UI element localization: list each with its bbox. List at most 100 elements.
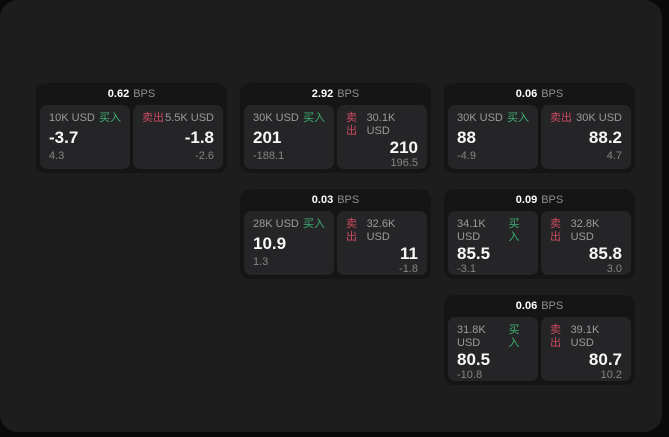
buy-panel-top: 30K USD 买入 [253, 112, 325, 125]
quote-grid: 0.62 BPS 10K USD 买入 -3.7 4.3 卖出 5.5K USD… [36, 83, 635, 385]
sell-amount: 32.6K USD [366, 218, 396, 243]
sell-amount: 5.5K USD [165, 112, 214, 124]
quote-card: 0.03 BPS 28K USD 买入 10.9 1.3 卖出 32.6K US… [240, 189, 431, 279]
buy-panel[interactable]: 31.8K USD 买入 80.5 -10.8 [448, 317, 538, 381]
buy-label: 买入 [303, 112, 325, 124]
buy-panel[interactable]: 30K USD 买入 201 -188.1 [244, 105, 334, 169]
app-panel: 0.62 BPS 10K USD 买入 -3.7 4.3 卖出 5.5K USD… [0, 0, 662, 432]
quote-card: 2.92 BPS 30K USD 买入 201 -188.1 卖出 30.1K … [240, 83, 431, 173]
buy-panel-top: 34.1K USD 买入 [457, 218, 529, 244]
buy-price: 85.5 [457, 244, 491, 263]
buy-price: 201 [253, 128, 282, 147]
buy-amount: 31.8K USD [457, 324, 486, 349]
sell-amount: 30.1K USD [366, 112, 396, 137]
sell-label: 卖出 [346, 218, 357, 243]
bps-value: 2.92 [311, 88, 334, 100]
buy-label: 买入 [508, 324, 520, 349]
quote-card-body: 10K USD 买入 -3.7 4.3 卖出 5.5K USD -1.8 -2.… [40, 105, 223, 169]
bps-unit-label: BPS [541, 88, 564, 100]
bps-unit-label: BPS [541, 300, 564, 312]
sell-label: 卖出 [550, 324, 561, 349]
bps-unit-label: BPS [133, 88, 156, 100]
bps-value: 0.09 [515, 194, 538, 206]
sell-panel-top: 卖出 30.1K USD [346, 112, 418, 138]
quote-card-body: 34.1K USD 买入 85.5 -3.1 卖出 32.8K USD 85.8… [448, 211, 631, 275]
buy-amount: 10K USD [49, 112, 95, 124]
sell-label: 卖出 [346, 112, 357, 137]
buy-amount: 30K USD [253, 112, 299, 124]
bps-unit-label: BPS [337, 88, 360, 100]
buy-label: 买入 [99, 112, 121, 124]
bps-header: 0.09 BPS [448, 189, 631, 211]
buy-amount: 28K USD [253, 218, 299, 230]
buy-panel[interactable]: 10K USD 买入 -3.7 4.3 [40, 105, 130, 169]
buy-label: 买入 [303, 218, 325, 230]
sell-delta: -1.8 [399, 263, 418, 275]
sell-panel-top: 卖出 30K USD [550, 112, 622, 125]
quote-card-body: 30K USD 买入 201 -188.1 卖出 30.1K USD 210 1… [244, 105, 427, 169]
sell-price: 11 [400, 244, 418, 263]
buy-price: -3.7 [49, 128, 79, 147]
bps-header: 0.03 BPS [244, 189, 427, 211]
buy-panel[interactable]: 28K USD 买入 10.9 1.3 [244, 211, 334, 275]
sell-amount: 39.1K USD [570, 324, 600, 349]
quote-card: 0.62 BPS 10K USD 买入 -3.7 4.3 卖出 5.5K USD… [36, 83, 227, 173]
sell-panel[interactable]: 卖出 30K USD 88.2 4.7 [541, 105, 631, 169]
buy-price: 88 [457, 128, 476, 147]
sell-delta: -2.6 [195, 150, 214, 162]
quote-card: 0.06 BPS 30K USD 买入 88 -4.9 卖出 30K USD 8… [444, 83, 635, 173]
quote-card-body: 28K USD 买入 10.9 1.3 卖出 32.6K USD 11 -1.8 [244, 211, 427, 275]
sell-panel-top: 卖出 32.6K USD [346, 218, 418, 244]
sell-price: 80.7 [588, 350, 622, 369]
buy-panel-top: 28K USD 买入 [253, 218, 325, 231]
sell-panel[interactable]: 卖出 39.1K USD 80.7 10.2 [541, 317, 631, 381]
bps-header: 0.06 BPS [448, 295, 631, 317]
bps-header: 2.92 BPS [244, 83, 427, 105]
sell-price: 88.2 [588, 128, 622, 147]
buy-panel-top: 31.8K USD 买入 [457, 324, 529, 350]
sell-label: 卖出 [142, 112, 164, 124]
buy-panel[interactable]: 34.1K USD 买入 85.5 -3.1 [448, 211, 538, 275]
sell-panel-top: 卖出 5.5K USD [142, 112, 214, 125]
quote-card-body: 30K USD 买入 88 -4.9 卖出 30K USD 88.2 4.7 [448, 105, 631, 169]
sell-delta: 196.5 [390, 157, 418, 169]
quote-card-body: 31.8K USD 买入 80.5 -10.8 卖出 39.1K USD 80.… [448, 317, 631, 381]
buy-panel[interactable]: 30K USD 买入 88 -4.9 [448, 105, 538, 169]
bps-unit-label: BPS [541, 194, 564, 206]
sell-panel[interactable]: 卖出 5.5K USD -1.8 -2.6 [133, 105, 223, 169]
sell-panel[interactable]: 卖出 32.6K USD 11 -1.8 [337, 211, 427, 275]
sell-price: 210 [389, 138, 418, 157]
sell-price: -1.8 [184, 128, 214, 147]
bps-value: 0.03 [311, 194, 334, 206]
sell-panel[interactable]: 卖出 30.1K USD 210 196.5 [337, 105, 427, 169]
bps-header: 0.62 BPS [40, 83, 223, 105]
buy-delta: -10.8 [457, 369, 483, 381]
quote-card: 0.06 BPS 31.8K USD 买入 80.5 -10.8 卖出 39.1… [444, 295, 635, 385]
bps-value: 0.06 [515, 300, 538, 312]
buy-panel-top: 10K USD 买入 [49, 112, 121, 125]
sell-delta: 3.0 [606, 263, 622, 275]
sell-price: 85.8 [588, 244, 622, 263]
sell-panel[interactable]: 卖出 32.8K USD 85.8 3.0 [541, 211, 631, 275]
buy-label: 买入 [508, 218, 520, 243]
bps-value: 0.62 [107, 88, 130, 100]
sell-panel-top: 卖出 32.8K USD [550, 218, 622, 244]
buy-amount: 30K USD [457, 112, 503, 124]
sell-label: 卖出 [550, 218, 561, 243]
sell-label: 卖出 [550, 112, 572, 124]
sell-delta: 10.2 [600, 369, 622, 381]
bps-value: 0.06 [515, 88, 538, 100]
buy-delta: -3.1 [457, 263, 476, 275]
bps-unit-label: BPS [337, 194, 360, 206]
bps-header: 0.06 BPS [448, 83, 631, 105]
buy-delta: 4.3 [49, 150, 65, 162]
sell-amount: 32.8K USD [570, 218, 600, 243]
buy-price: 80.5 [457, 350, 491, 369]
buy-delta: -4.9 [457, 150, 476, 162]
buy-amount: 34.1K USD [457, 218, 486, 243]
buy-price: 10.9 [253, 234, 287, 253]
sell-delta: 4.7 [606, 150, 622, 162]
sell-panel-top: 卖出 39.1K USD [550, 324, 622, 350]
buy-panel-top: 30K USD 买入 [457, 112, 529, 125]
quote-card: 0.09 BPS 34.1K USD 买入 85.5 -3.1 卖出 32.8K… [444, 189, 635, 279]
